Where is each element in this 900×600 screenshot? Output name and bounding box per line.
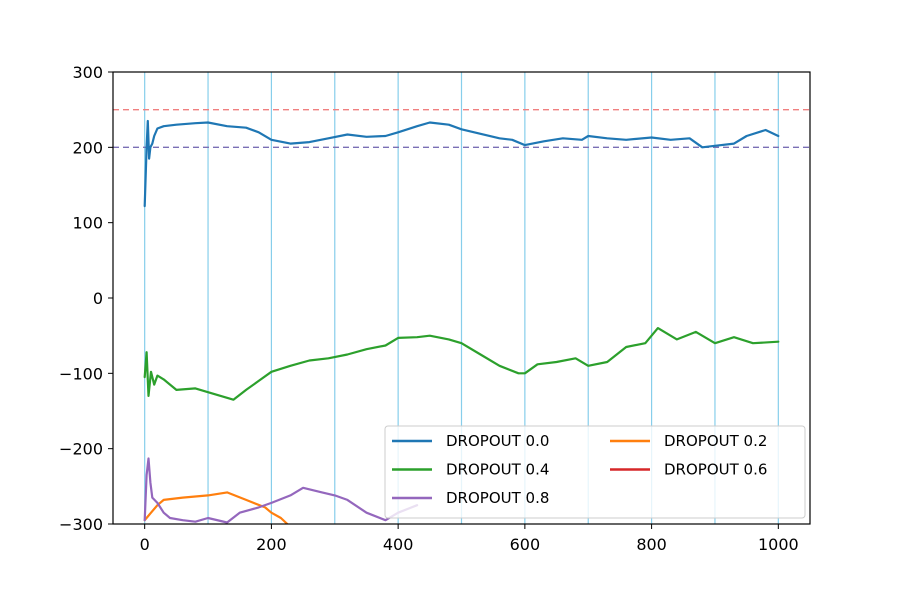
series-layer bbox=[143, 119, 780, 524]
series-line-1 bbox=[143, 491, 289, 524]
legend: DROPOUT 0.0 DROPOUT 0.2 DROPOUT 0.4 DROPOUT… bbox=[384, 425, 806, 519]
horizontal-reference-lines bbox=[113, 109, 810, 148]
x-tick-label-1: 200 bbox=[256, 535, 287, 554]
series-line-0 bbox=[143, 119, 780, 208]
y-tick-label-1: −200 bbox=[59, 440, 103, 459]
x-tick-label-0: 0 bbox=[140, 535, 150, 554]
y-tick-label-6: 300 bbox=[72, 63, 103, 82]
x-tick-label-3: 600 bbox=[510, 535, 541, 554]
x-tick-label-5: 1000 bbox=[758, 535, 799, 554]
x-tick-label-2: 400 bbox=[383, 535, 414, 554]
legend-label-2: DROPOUT 0.4 bbox=[446, 461, 549, 479]
y-tick-label-5: 200 bbox=[72, 138, 103, 157]
legend-label-1: DROPOUT 0.2 bbox=[664, 432, 767, 450]
y-tick-label-4: 100 bbox=[72, 214, 103, 233]
legend-box bbox=[384, 425, 806, 519]
y-axis: −300 −200 −100 0 100 200 300 bbox=[59, 63, 113, 534]
legend-label-4: DROPOUT 0.8 bbox=[446, 489, 549, 507]
legend-label-0: DROPOUT 0.0 bbox=[446, 432, 549, 450]
x-tick-label-4: 800 bbox=[636, 535, 667, 554]
legend-label-3: DROPOUT 0.6 bbox=[664, 461, 767, 479]
x-axis: 0 200 400 600 800 1000 bbox=[140, 524, 799, 554]
y-tick-label-0: −300 bbox=[59, 515, 103, 534]
series-line-2 bbox=[143, 327, 780, 401]
series-line-4 bbox=[143, 457, 419, 524]
y-tick-label-3: 0 bbox=[93, 289, 103, 308]
y-tick-label-2: −100 bbox=[59, 364, 103, 383]
